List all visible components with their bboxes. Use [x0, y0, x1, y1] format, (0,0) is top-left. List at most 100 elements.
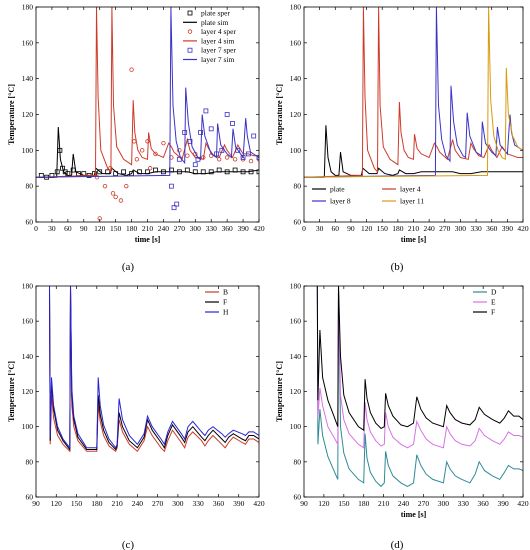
- x-tick-label: 210: [378, 499, 390, 508]
- data-point: [216, 157, 222, 162]
- x-tick-label: 150: [71, 499, 83, 508]
- x-tick-label: 30: [48, 224, 56, 233]
- y-axis-label: Temperature [°C]: [275, 84, 284, 145]
- plot-area: [316, 286, 523, 488]
- y-tick-label: 60: [26, 218, 34, 227]
- x-tick-label: 60: [64, 224, 72, 233]
- x-tick-label: 330: [206, 224, 218, 233]
- legend-label: F: [491, 308, 495, 317]
- legend: BFH: [205, 288, 229, 317]
- data-point: [248, 158, 254, 164]
- legend-label: layer 7 sim: [201, 55, 234, 64]
- x-tick-label: 420: [253, 499, 265, 508]
- legend-label: layer 11: [400, 197, 424, 206]
- x-axis-label: time [s]: [135, 235, 161, 244]
- x-tick-label: 270: [439, 224, 451, 233]
- x-axis-label: time [s]: [401, 235, 427, 244]
- data-point: [118, 198, 124, 203]
- y-tick-label: 80: [294, 182, 302, 191]
- data-point: [124, 183, 129, 189]
- legend: plate layer 4 layer 8 layer 11: [312, 185, 424, 206]
- series-layer-7-sim: [36, 7, 259, 178]
- x-tick-label: 390: [237, 224, 249, 233]
- x-tick-label: 360: [478, 499, 490, 508]
- y-tick-label: 80: [294, 457, 302, 466]
- data-point: [129, 67, 134, 72]
- plot-area: [49, 286, 259, 453]
- x-tick-label: 150: [110, 224, 122, 233]
- y-tick-label: 180: [22, 282, 34, 291]
- data-point: [145, 139, 150, 144]
- y-tick-label: 140: [290, 74, 302, 83]
- data-point: [110, 191, 116, 196]
- panel-label: (a): [122, 261, 135, 273]
- x-tick-label: 180: [392, 224, 404, 233]
- y-tick-label: 140: [22, 352, 34, 361]
- data-point: [174, 201, 180, 207]
- plot-area: [36, 7, 259, 221]
- y-tick-label: 180: [290, 3, 302, 12]
- panel-2: 0 30 60 90 120 150 180 210 240 270 300 330 360 390 420…: [275, 3, 529, 274]
- x-tick-label: 0: [302, 224, 306, 233]
- data-point: [235, 147, 241, 153]
- legend-label: plate: [330, 185, 345, 194]
- data-point: [219, 147, 225, 153]
- x-tick-label: 120: [94, 224, 106, 233]
- data-point: [113, 194, 118, 200]
- legend-label: H: [223, 308, 229, 317]
- x-tick-label: 150: [377, 224, 389, 233]
- legend-label: layer 7 sper: [201, 46, 236, 55]
- x-tick-label: 270: [418, 499, 430, 508]
- panel-1: 0 30 60 90 120 150 180 210 240 270 300 330 360 390 420…: [7, 3, 265, 274]
- legend-label: D: [491, 288, 497, 297]
- y-tick-label: 60: [294, 218, 302, 227]
- legend-marker: [187, 10, 193, 16]
- x-tick-label: 240: [132, 499, 144, 508]
- series-layer-4: [304, 7, 523, 178]
- y-tick-label: 140: [22, 74, 34, 83]
- legend-label: plate sim: [201, 18, 228, 27]
- x-tick-label: 360: [213, 499, 225, 508]
- y-tick-label: 160: [290, 317, 302, 326]
- y-tick-label: 120: [290, 387, 302, 396]
- data-point: [147, 166, 153, 171]
- data-point: [187, 138, 193, 144]
- x-tick-label: 390: [233, 499, 245, 508]
- y-tick-label: 160: [22, 38, 34, 47]
- x-tick-label: 390: [502, 224, 514, 233]
- legend-label: F: [223, 298, 227, 307]
- x-tick-label: 120: [361, 224, 373, 233]
- data-point: [192, 162, 198, 168]
- x-tick-label: 120: [51, 499, 63, 508]
- y-tick-label: 140: [290, 352, 302, 361]
- x-tick-label: 300: [172, 499, 184, 508]
- legend-label: layer 4 sim: [201, 36, 234, 45]
- plot-area: [304, 7, 523, 178]
- series-layer-4-sper: [94, 67, 259, 221]
- y-tick-label: 120: [22, 110, 34, 119]
- x-tick-label: 30: [316, 224, 324, 233]
- data-point: [139, 148, 145, 153]
- x-tick-label: 240: [424, 224, 436, 233]
- data-point: [153, 151, 158, 157]
- data-point: [198, 130, 203, 135]
- panel-label: (d): [391, 539, 404, 550]
- x-tick-label: 90: [80, 224, 88, 233]
- x-tick-label: 180: [126, 224, 138, 233]
- data-point: [185, 153, 190, 158]
- x-tick-label: 330: [470, 224, 482, 233]
- y-tick-label: 160: [290, 38, 302, 47]
- y-axis-label: Temperature [°C]: [7, 84, 16, 145]
- x-tick-label: 270: [152, 499, 164, 508]
- x-tick-label: 90: [32, 499, 40, 508]
- data-point: [168, 183, 174, 189]
- data-point: [224, 112, 230, 117]
- y-tick-label: 100: [22, 146, 34, 155]
- axes-frame: [35, 285, 260, 498]
- x-tick-label: 90: [300, 499, 308, 508]
- y-tick-label: 60: [294, 493, 302, 502]
- data-point: [102, 183, 108, 189]
- data-point: [208, 126, 214, 132]
- series-h: [49, 286, 259, 450]
